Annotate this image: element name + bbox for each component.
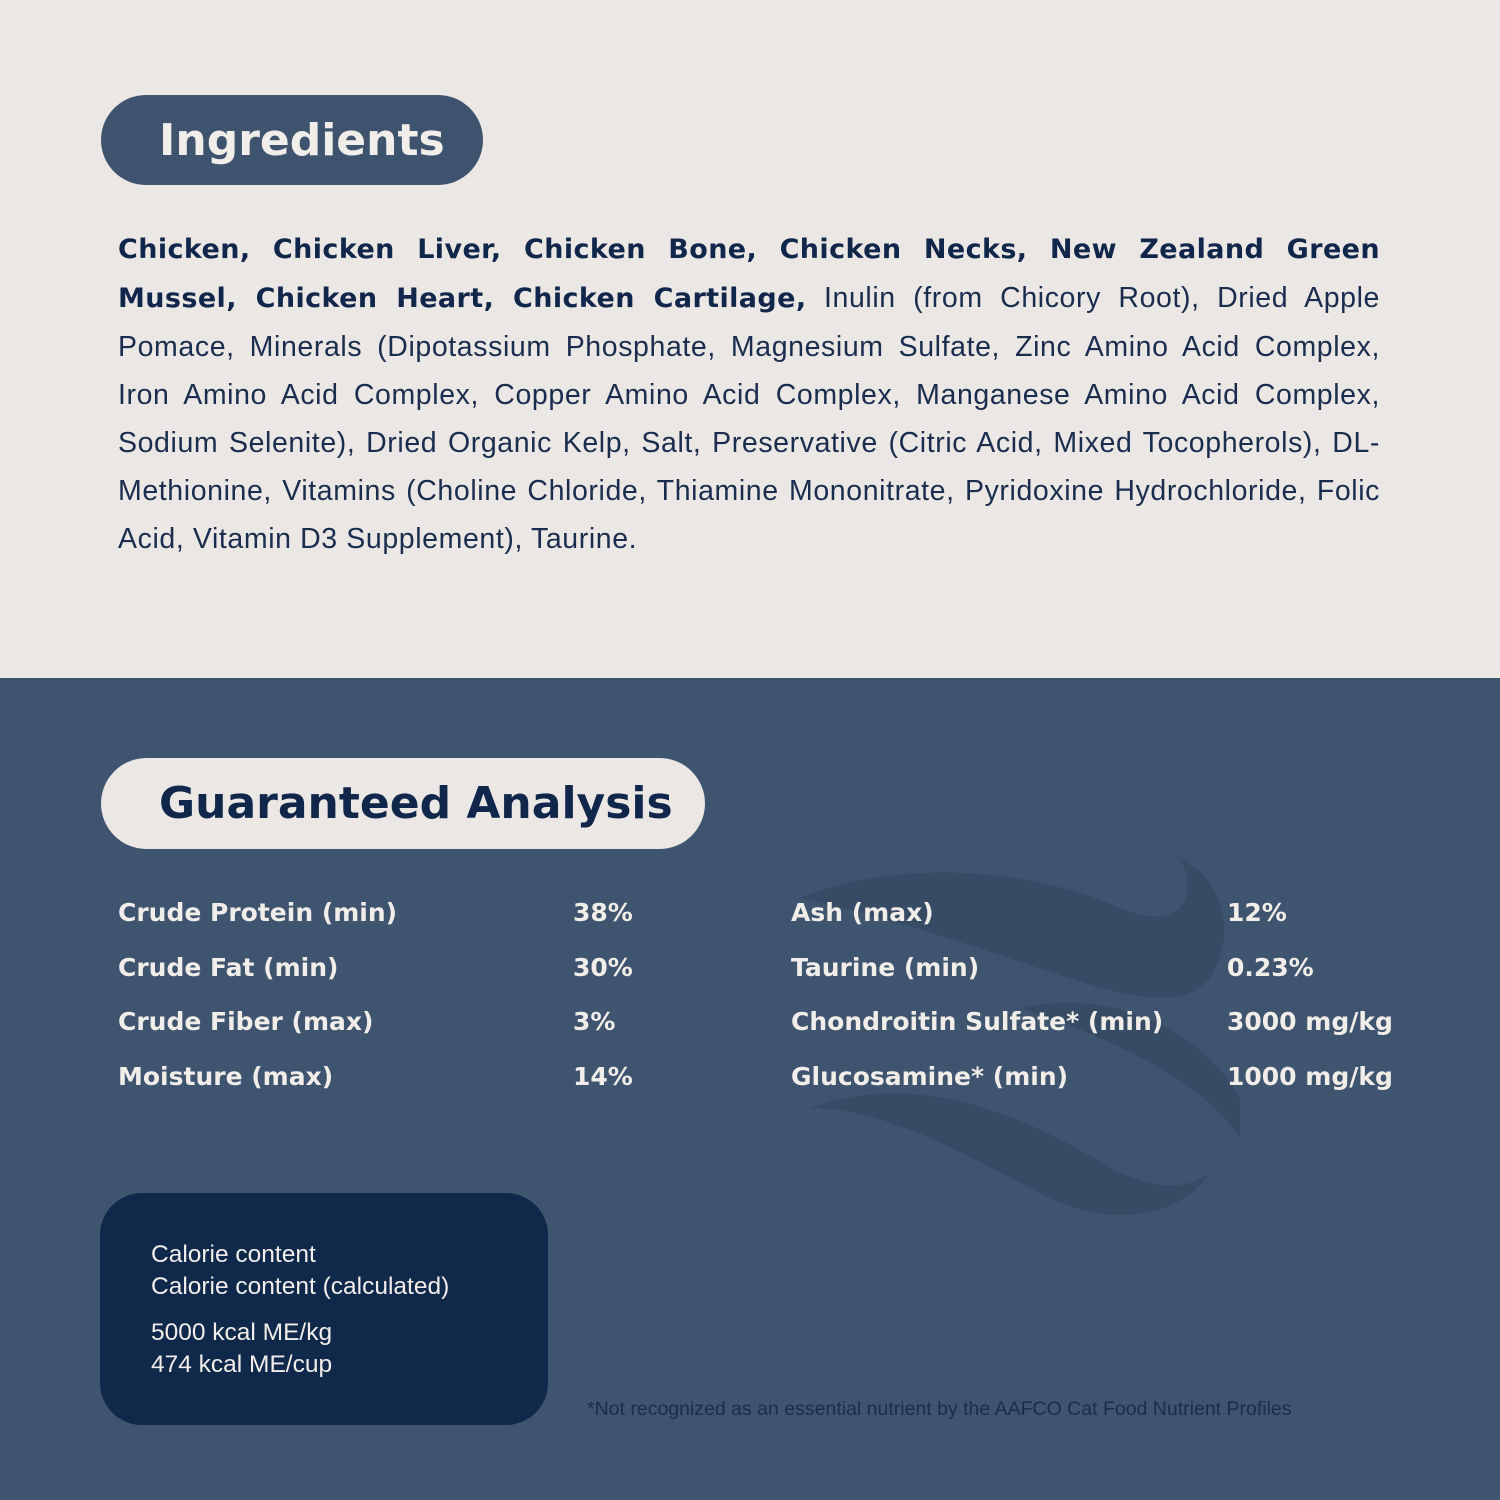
analysis-label: Glucosamine* (min) — [791, 1062, 1069, 1091]
calorie-per-kg: 5000 kcal ME/kg — [151, 1319, 333, 1346]
ingredients-list: Chicken, Chicken Liver, Chicken Bone, Ch… — [118, 225, 1380, 563]
analysis-value: 3% — [573, 1007, 616, 1036]
analysis-label: Ash (max) — [791, 898, 934, 927]
analysis-label: Chondroitin Sulfate* (min) — [791, 1007, 1164, 1036]
calorie-content-box: Calorie content Calorie content (calcula… — [100, 1193, 548, 1425]
analysis-label: Moisture (max) — [118, 1062, 334, 1091]
analysis-label: Crude Fat (min) — [118, 953, 339, 982]
analysis-value: 14% — [573, 1062, 633, 1091]
analysis-value: 0.23% — [1227, 953, 1314, 982]
analysis-section: Guaranteed Analysis Crude Protein (min) … — [0, 678, 1500, 1500]
analysis-label: Crude Protein (min) — [118, 898, 398, 927]
calorie-label: Calorie content — [151, 1241, 316, 1268]
ingredients-title: Ingredients — [101, 95, 483, 185]
calorie-per-cup: 474 kcal ME/cup — [151, 1351, 333, 1378]
calorie-calculated-label: Calorie content (calculated) — [151, 1273, 450, 1300]
analysis-label: Crude Fiber (max) — [118, 1007, 374, 1036]
ingredients-section: Ingredients Chicken, Chicken Liver, Chic… — [0, 0, 1500, 678]
analysis-value: 30% — [573, 953, 633, 982]
footnote: *Not recognized as an essential nutrient… — [587, 1398, 1292, 1420]
analysis-value: 38% — [573, 898, 633, 927]
analysis-value: 12% — [1227, 898, 1287, 927]
wave-watermark-icon — [800, 858, 1240, 1216]
analysis-value: 1000 mg/kg — [1227, 1062, 1393, 1091]
analysis-label: Taurine (min) — [791, 953, 980, 982]
analysis-title: Guaranteed Analysis — [101, 758, 705, 849]
ingredients-bold-part: Chicken, Chicken Liver, Chicken Bone, Ch… — [118, 234, 1380, 314]
analysis-value: 3000 mg/kg — [1227, 1007, 1393, 1036]
ingredients-regular-part: Inulin (from Chicory Root), Dried Apple … — [118, 282, 1380, 555]
